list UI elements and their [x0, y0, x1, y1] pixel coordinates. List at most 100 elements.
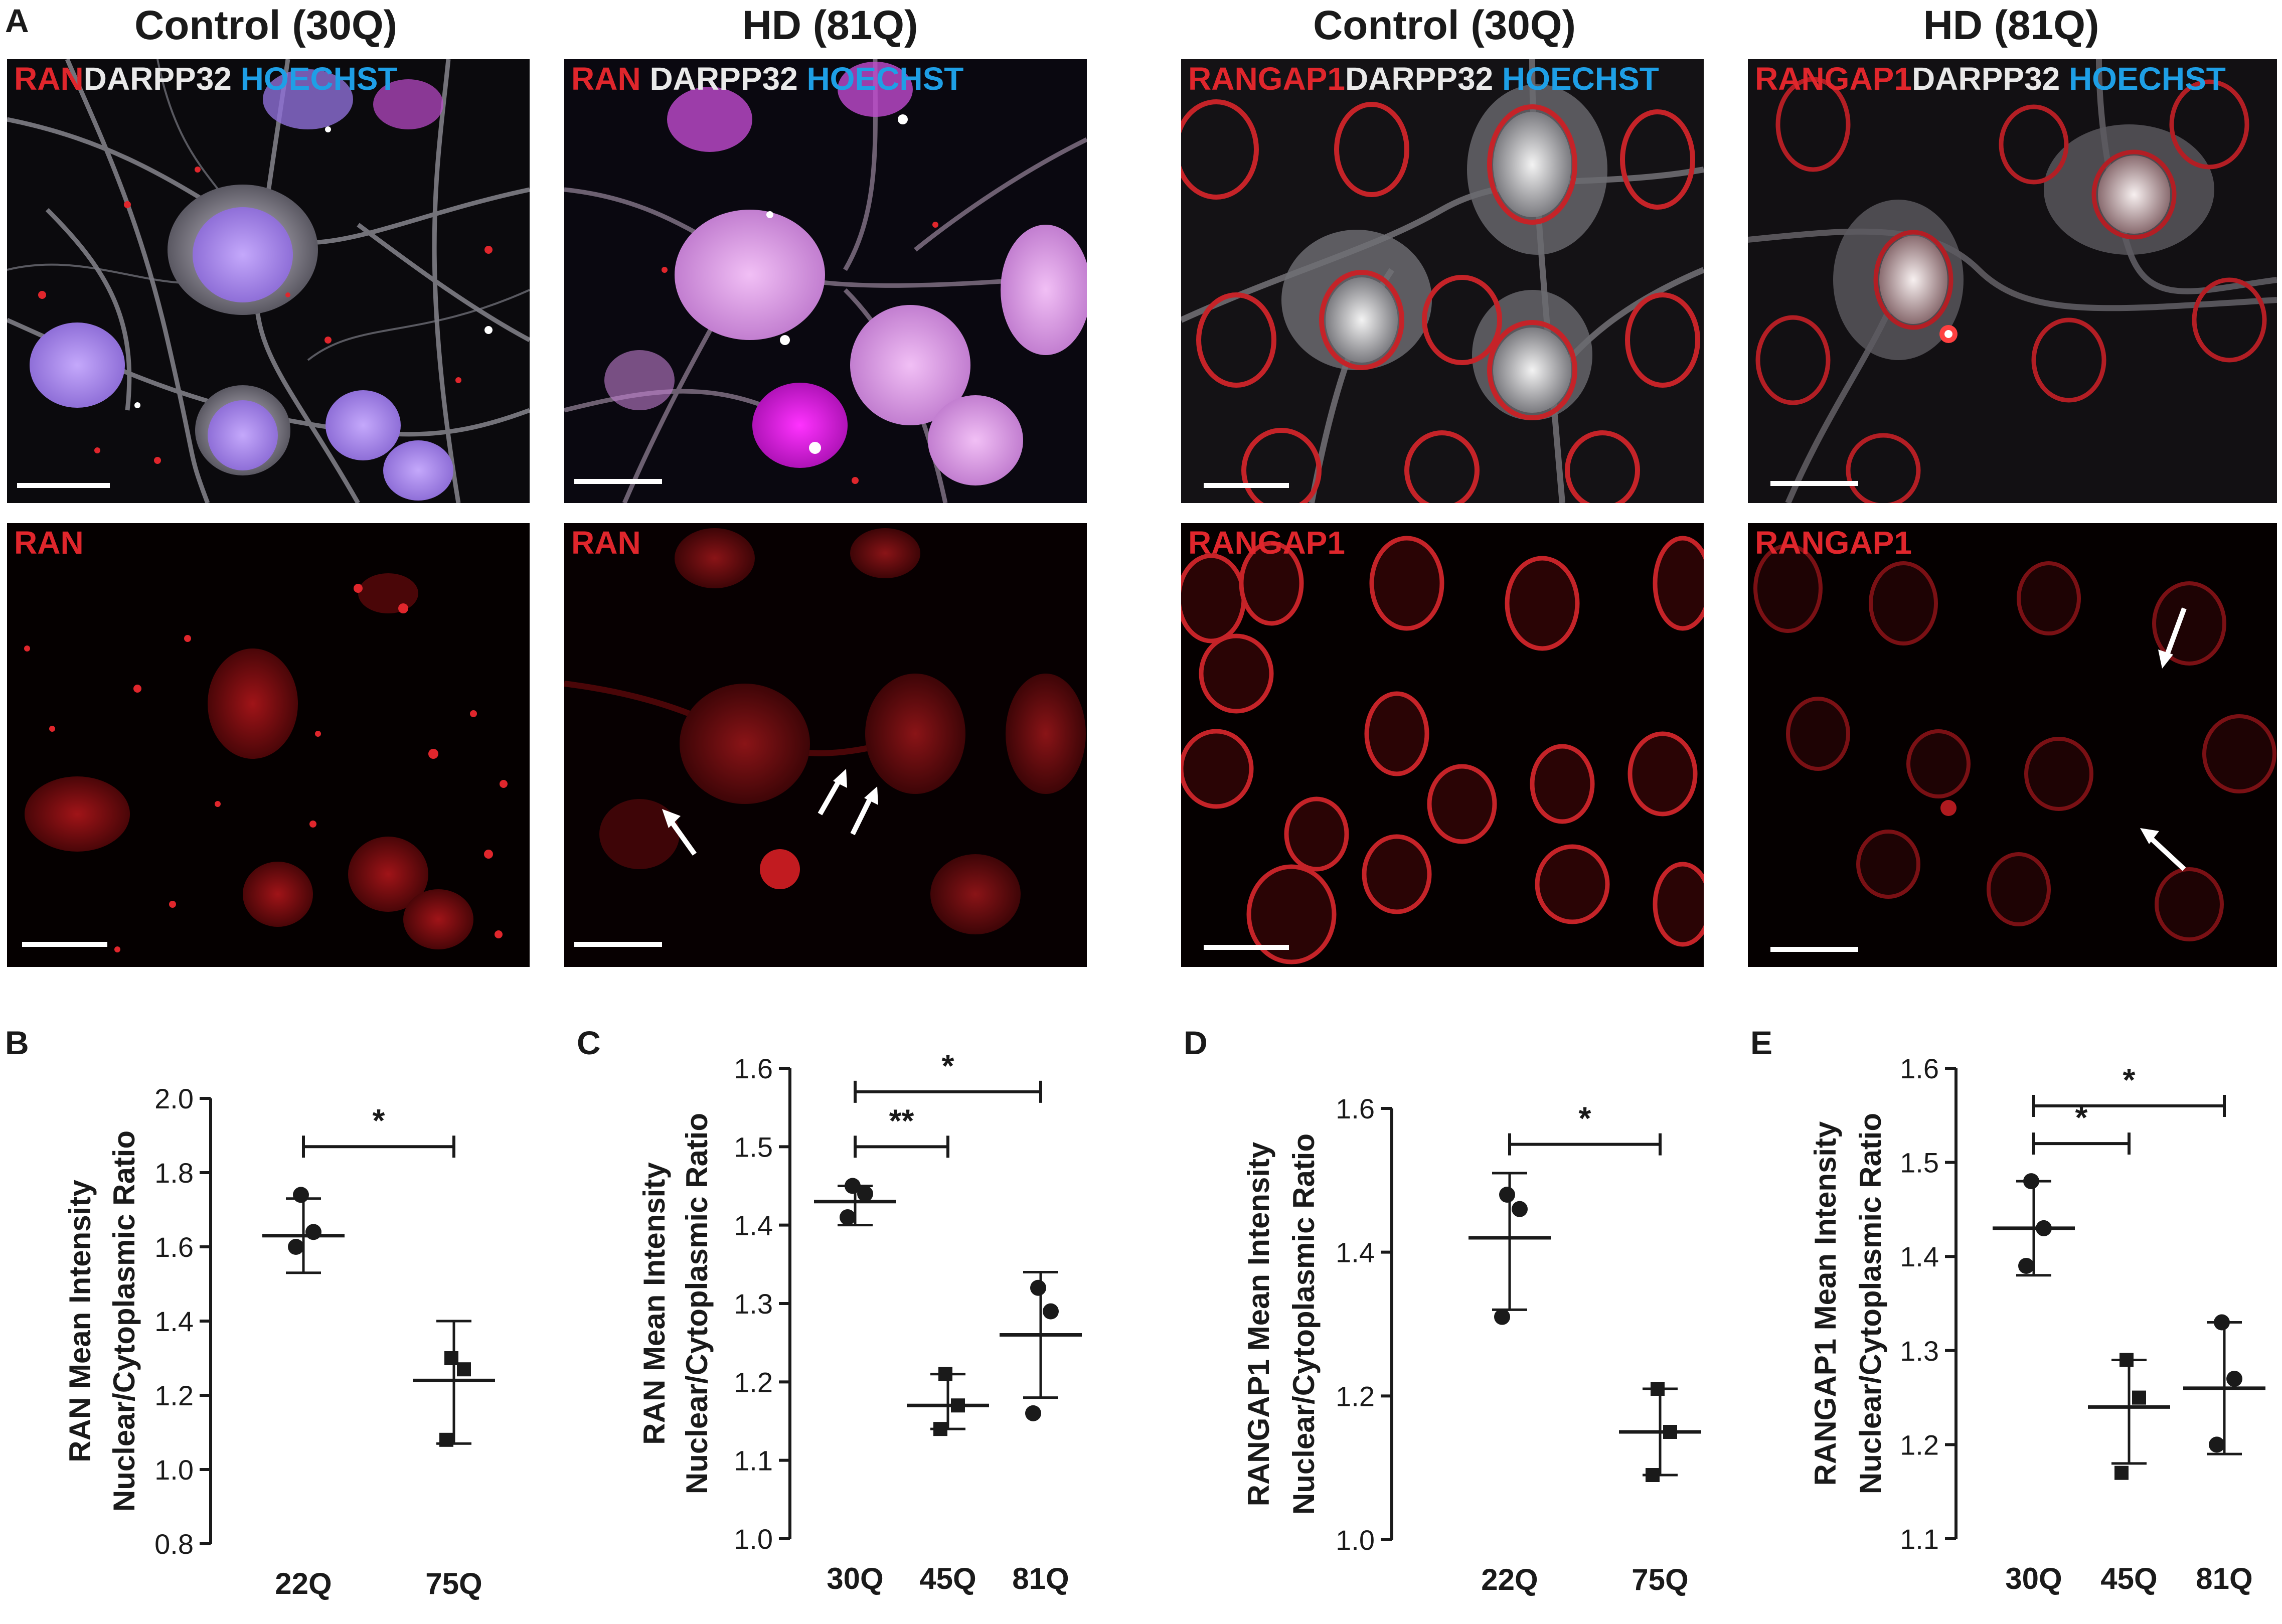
y-tick-label: 1.1 — [1900, 1523, 1939, 1555]
data-point-circle — [2018, 1257, 2034, 1274]
significance-label: * — [942, 1048, 954, 1084]
data-point-square — [2132, 1390, 2146, 1405]
data-point-square — [951, 1398, 965, 1413]
micrograph-merge-rangap1-hd: RANGAP1DARPP32 HOECHST — [1748, 59, 2277, 503]
y-axis-label: Nuclear/Cytoplasmic Ratio — [1854, 1113, 1887, 1494]
channel-label-red-2: RAN — [571, 525, 641, 561]
data-point-circle — [857, 1186, 873, 1202]
data-point-square — [1646, 1468, 1660, 1482]
y-tick-label: 1.3 — [734, 1288, 773, 1320]
y-tick-label: 1.6 — [154, 1231, 194, 1263]
channel-label-red-3: RANGAP1 — [1188, 525, 1345, 561]
x-tick-label: 30Q — [827, 1562, 883, 1595]
y-tick-label: 2.0 — [154, 1083, 194, 1114]
data-point-circle — [1499, 1187, 1515, 1203]
data-point-square — [2114, 1466, 2129, 1480]
data-point-circle — [288, 1239, 304, 1255]
y-axis-label: RANGAP1 Mean Intensity — [1242, 1142, 1275, 1506]
y-tick-label: 1.1 — [734, 1445, 773, 1477]
column-title-3: Control (30Q) — [1313, 3, 1576, 48]
channel-label-red-4: RANGAP1 — [1755, 525, 1912, 561]
channel-label-merge-2: RAN DARPP32 HOECHST — [571, 61, 964, 97]
x-tick-label: 45Q — [2100, 1562, 2157, 1595]
y-tick-label: 1.0 — [1336, 1524, 1375, 1556]
micrograph-ran-control: RAN — [7, 523, 530, 967]
y-tick-label: 1.4 — [1900, 1241, 1939, 1272]
data-point-square — [938, 1367, 952, 1381]
data-point-circle — [2226, 1371, 2242, 1387]
x-tick-label: 45Q — [919, 1562, 976, 1595]
data-point-circle — [845, 1178, 861, 1194]
x-tick-label: 81Q — [2196, 1562, 2252, 1595]
significance-label: * — [1579, 1100, 1591, 1136]
panel-letter: D — [1184, 1024, 1208, 1061]
y-tick-label: 1.4 — [734, 1210, 773, 1241]
y-tick-label: 1.6 — [1900, 1053, 1939, 1084]
column-title-2: HD (81Q) — [742, 3, 918, 48]
y-tick-label: 1.2 — [1336, 1380, 1375, 1412]
x-tick-label: 22Q — [275, 1567, 332, 1600]
micrograph-image — [564, 59, 1087, 503]
y-axis-label: RAN Mean Intensity — [63, 1180, 97, 1463]
y-tick-label: 1.3 — [1900, 1335, 1939, 1367]
significance-label: * — [373, 1102, 385, 1139]
chart-d: D 1.0 1.2 1.4 1.6 RANGAP1 Mean Intensity Nucle… — [1169, 1008, 1735, 1621]
micrograph-image — [7, 59, 530, 503]
data-point-circle — [1494, 1309, 1510, 1325]
data-point-square — [2120, 1353, 2134, 1367]
channel-label-merge-3: RANGAP1DARPP32 HOECHST — [1188, 61, 1659, 97]
data-point-square — [1651, 1382, 1665, 1396]
data-point-circle — [2209, 1436, 2225, 1453]
y-axis-label: RAN Mean Intensity — [637, 1162, 671, 1445]
data-point-circle — [1030, 1279, 1046, 1296]
column-title-4: HD (81Q) — [1923, 3, 2099, 48]
channel-label-merge-1: RANDARPP32 HOECHST — [14, 61, 398, 97]
micrograph-image — [1181, 59, 1704, 503]
chart-e-svg: E 1.1 1.2 1.3 1.4 1.5 1.6 RANGAP1 Mean Intensit… — [1750, 1024, 2265, 1595]
data-point-circle — [840, 1209, 856, 1226]
x-tick-label: 75Q — [425, 1567, 482, 1600]
scale-bar — [1770, 947, 1858, 952]
scale-bar — [1204, 483, 1289, 488]
data-point-circle — [2214, 1314, 2230, 1331]
scale-bar — [1770, 481, 1858, 486]
y-tick-label: 1.2 — [1900, 1429, 1939, 1460]
significance-label: * — [2123, 1062, 2136, 1098]
chart-b-svg: B 0.8 1.0 1.2 1.4 1.6 1.8 2.0 RAN Mean Intensity… — [5, 1024, 495, 1600]
data-point-circle — [1043, 1303, 1059, 1320]
data-point-square — [457, 1362, 471, 1377]
y-tick-label: 0.8 — [154, 1528, 194, 1560]
micrograph-image — [564, 523, 1087, 967]
x-tick-label: 22Q — [1481, 1563, 1538, 1596]
micrograph-image — [1181, 523, 1704, 967]
y-tick-label: 1.2 — [734, 1366, 773, 1398]
y-tick-label: 1.2 — [154, 1380, 194, 1411]
data-point-circle — [2023, 1173, 2039, 1190]
panel-letter: B — [5, 1024, 29, 1061]
y-tick-label: 1.0 — [154, 1454, 194, 1486]
chart-c-svg: C 1.0 1.1 1.2 1.3 1.4 1.5 1.6 RAN Mean Intensity… — [577, 1024, 1082, 1595]
data-point-circle — [1025, 1405, 1041, 1421]
y-axis-label: RANGAP1 Mean Intensity — [1809, 1121, 1842, 1486]
panel-letter-a: A — [5, 2, 29, 39]
data-point-circle — [305, 1224, 321, 1240]
x-tick-label: 75Q — [1632, 1563, 1688, 1596]
micrograph-rangap1-control: RANGAP1 — [1181, 523, 1704, 967]
y-axis-label: Nuclear/Cytoplasmic Ratio — [680, 1113, 714, 1494]
micrograph-ran-hd: RAN — [564, 523, 1087, 967]
channel-label-red-1: RAN — [14, 525, 84, 561]
scale-bar — [17, 483, 110, 488]
chart-d-svg: D 1.0 1.2 1.4 1.6 RANGAP1 Mean Intensity Nucle… — [1184, 1024, 1701, 1596]
y-tick-label: 1.8 — [154, 1157, 194, 1189]
micrograph-image — [7, 523, 530, 967]
data-point-circle — [2036, 1220, 2052, 1236]
channel-label-merge-4: RANGAP1DARPP32 HOECHST — [1755, 61, 2226, 97]
micrograph-image — [1748, 59, 2277, 503]
significance-label: ** — [889, 1102, 914, 1139]
y-axis-label: Nuclear/Cytoplasmic Ratio — [1287, 1133, 1321, 1515]
x-tick-label: 30Q — [2005, 1562, 2062, 1595]
panel-letter: E — [1750, 1024, 1772, 1061]
y-tick-label: 1.6 — [734, 1053, 773, 1084]
chart-c: C 1.0 1.1 1.2 1.3 1.4 1.5 1.6 RAN Mean Intensity… — [562, 1008, 1169, 1621]
y-tick-label: 1.5 — [734, 1131, 773, 1163]
